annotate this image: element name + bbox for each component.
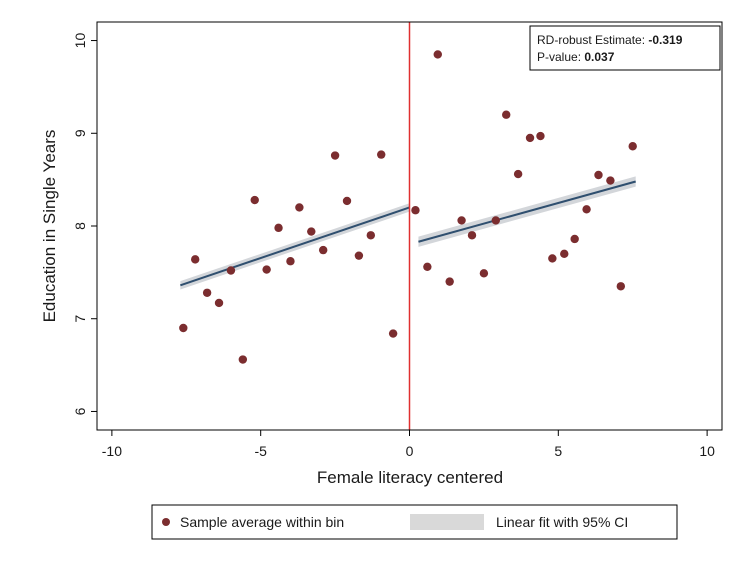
data-point xyxy=(570,234,579,244)
data-point xyxy=(179,323,188,333)
data-point xyxy=(330,151,340,160)
data-point xyxy=(502,110,511,119)
data-point xyxy=(342,196,352,206)
x-axis: -10 -5 0 5 10 xyxy=(102,430,715,459)
data-point xyxy=(366,231,376,240)
estimate-text: RD-robust Estimate: -0.319 xyxy=(537,33,683,47)
y-tick-label: 7 xyxy=(72,315,88,323)
estimate-label: RD-robust Estimate: xyxy=(537,33,648,47)
data-point xyxy=(628,142,637,151)
y-tick-label: 8 xyxy=(72,222,88,230)
data-point xyxy=(388,329,398,338)
pvalue-value: 0.037 xyxy=(584,50,614,64)
pvalue-label: P-value: xyxy=(537,50,584,64)
fit-lines xyxy=(180,180,636,287)
data-point xyxy=(616,282,626,291)
legend-dot-marker xyxy=(162,518,170,526)
legend-label-points: Sample average within bin xyxy=(180,514,344,530)
estimate-value: -0.319 xyxy=(648,33,682,47)
data-point xyxy=(423,262,432,271)
y-axis-label: Education in Single Years xyxy=(40,130,59,323)
data-point xyxy=(214,298,224,308)
data-points xyxy=(179,50,637,364)
x-tick-label: -5 xyxy=(254,443,267,459)
data-point xyxy=(191,255,200,264)
y-tick-label: 9 xyxy=(72,129,88,137)
x-tick-label: 10 xyxy=(699,443,715,459)
fit-line-2 xyxy=(418,180,636,243)
data-point xyxy=(411,206,420,215)
annotation-frame xyxy=(529,25,721,71)
pvalue-text: P-value: 0.037 xyxy=(537,50,615,64)
y-tick-label: 10 xyxy=(72,33,88,49)
legend: Sample average within bin Linear fit wit… xyxy=(151,504,678,540)
data-point xyxy=(250,195,259,205)
data-point xyxy=(445,277,454,286)
data-point xyxy=(536,131,545,141)
fit-line-1 xyxy=(180,206,410,287)
legend-label-fit: Linear fit with 95% CI xyxy=(496,514,628,530)
data-point xyxy=(560,249,569,259)
data-point xyxy=(525,133,535,143)
data-point xyxy=(513,169,523,179)
data-point xyxy=(479,269,489,278)
data-point xyxy=(433,50,442,59)
data-point xyxy=(307,227,316,236)
y-tick-label: 6 xyxy=(72,407,88,415)
data-point xyxy=(582,205,591,214)
data-point xyxy=(318,245,328,255)
x-tick-label: 5 xyxy=(554,443,562,459)
legend-band-marker xyxy=(410,514,484,530)
x-tick-label: -10 xyxy=(102,443,122,459)
data-point xyxy=(606,176,615,185)
data-point xyxy=(295,203,304,212)
x-tick-label: 0 xyxy=(406,443,414,459)
x-axis-label: Female literacy centered xyxy=(317,468,503,487)
data-point xyxy=(202,288,212,297)
data-point xyxy=(226,266,236,275)
data-point xyxy=(238,355,248,364)
data-point xyxy=(286,257,295,266)
data-point xyxy=(548,254,557,263)
data-point xyxy=(377,150,386,159)
data-point xyxy=(457,216,466,225)
data-point xyxy=(354,251,364,260)
data-point xyxy=(594,170,603,180)
data-point xyxy=(467,231,477,240)
data-point xyxy=(491,216,501,225)
data-point xyxy=(274,223,283,233)
y-axis: 6 7 8 9 10 xyxy=(72,33,97,415)
annotation-box: RD-robust Estimate: -0.319 P-value: 0.03… xyxy=(529,25,721,71)
data-point xyxy=(262,265,271,274)
